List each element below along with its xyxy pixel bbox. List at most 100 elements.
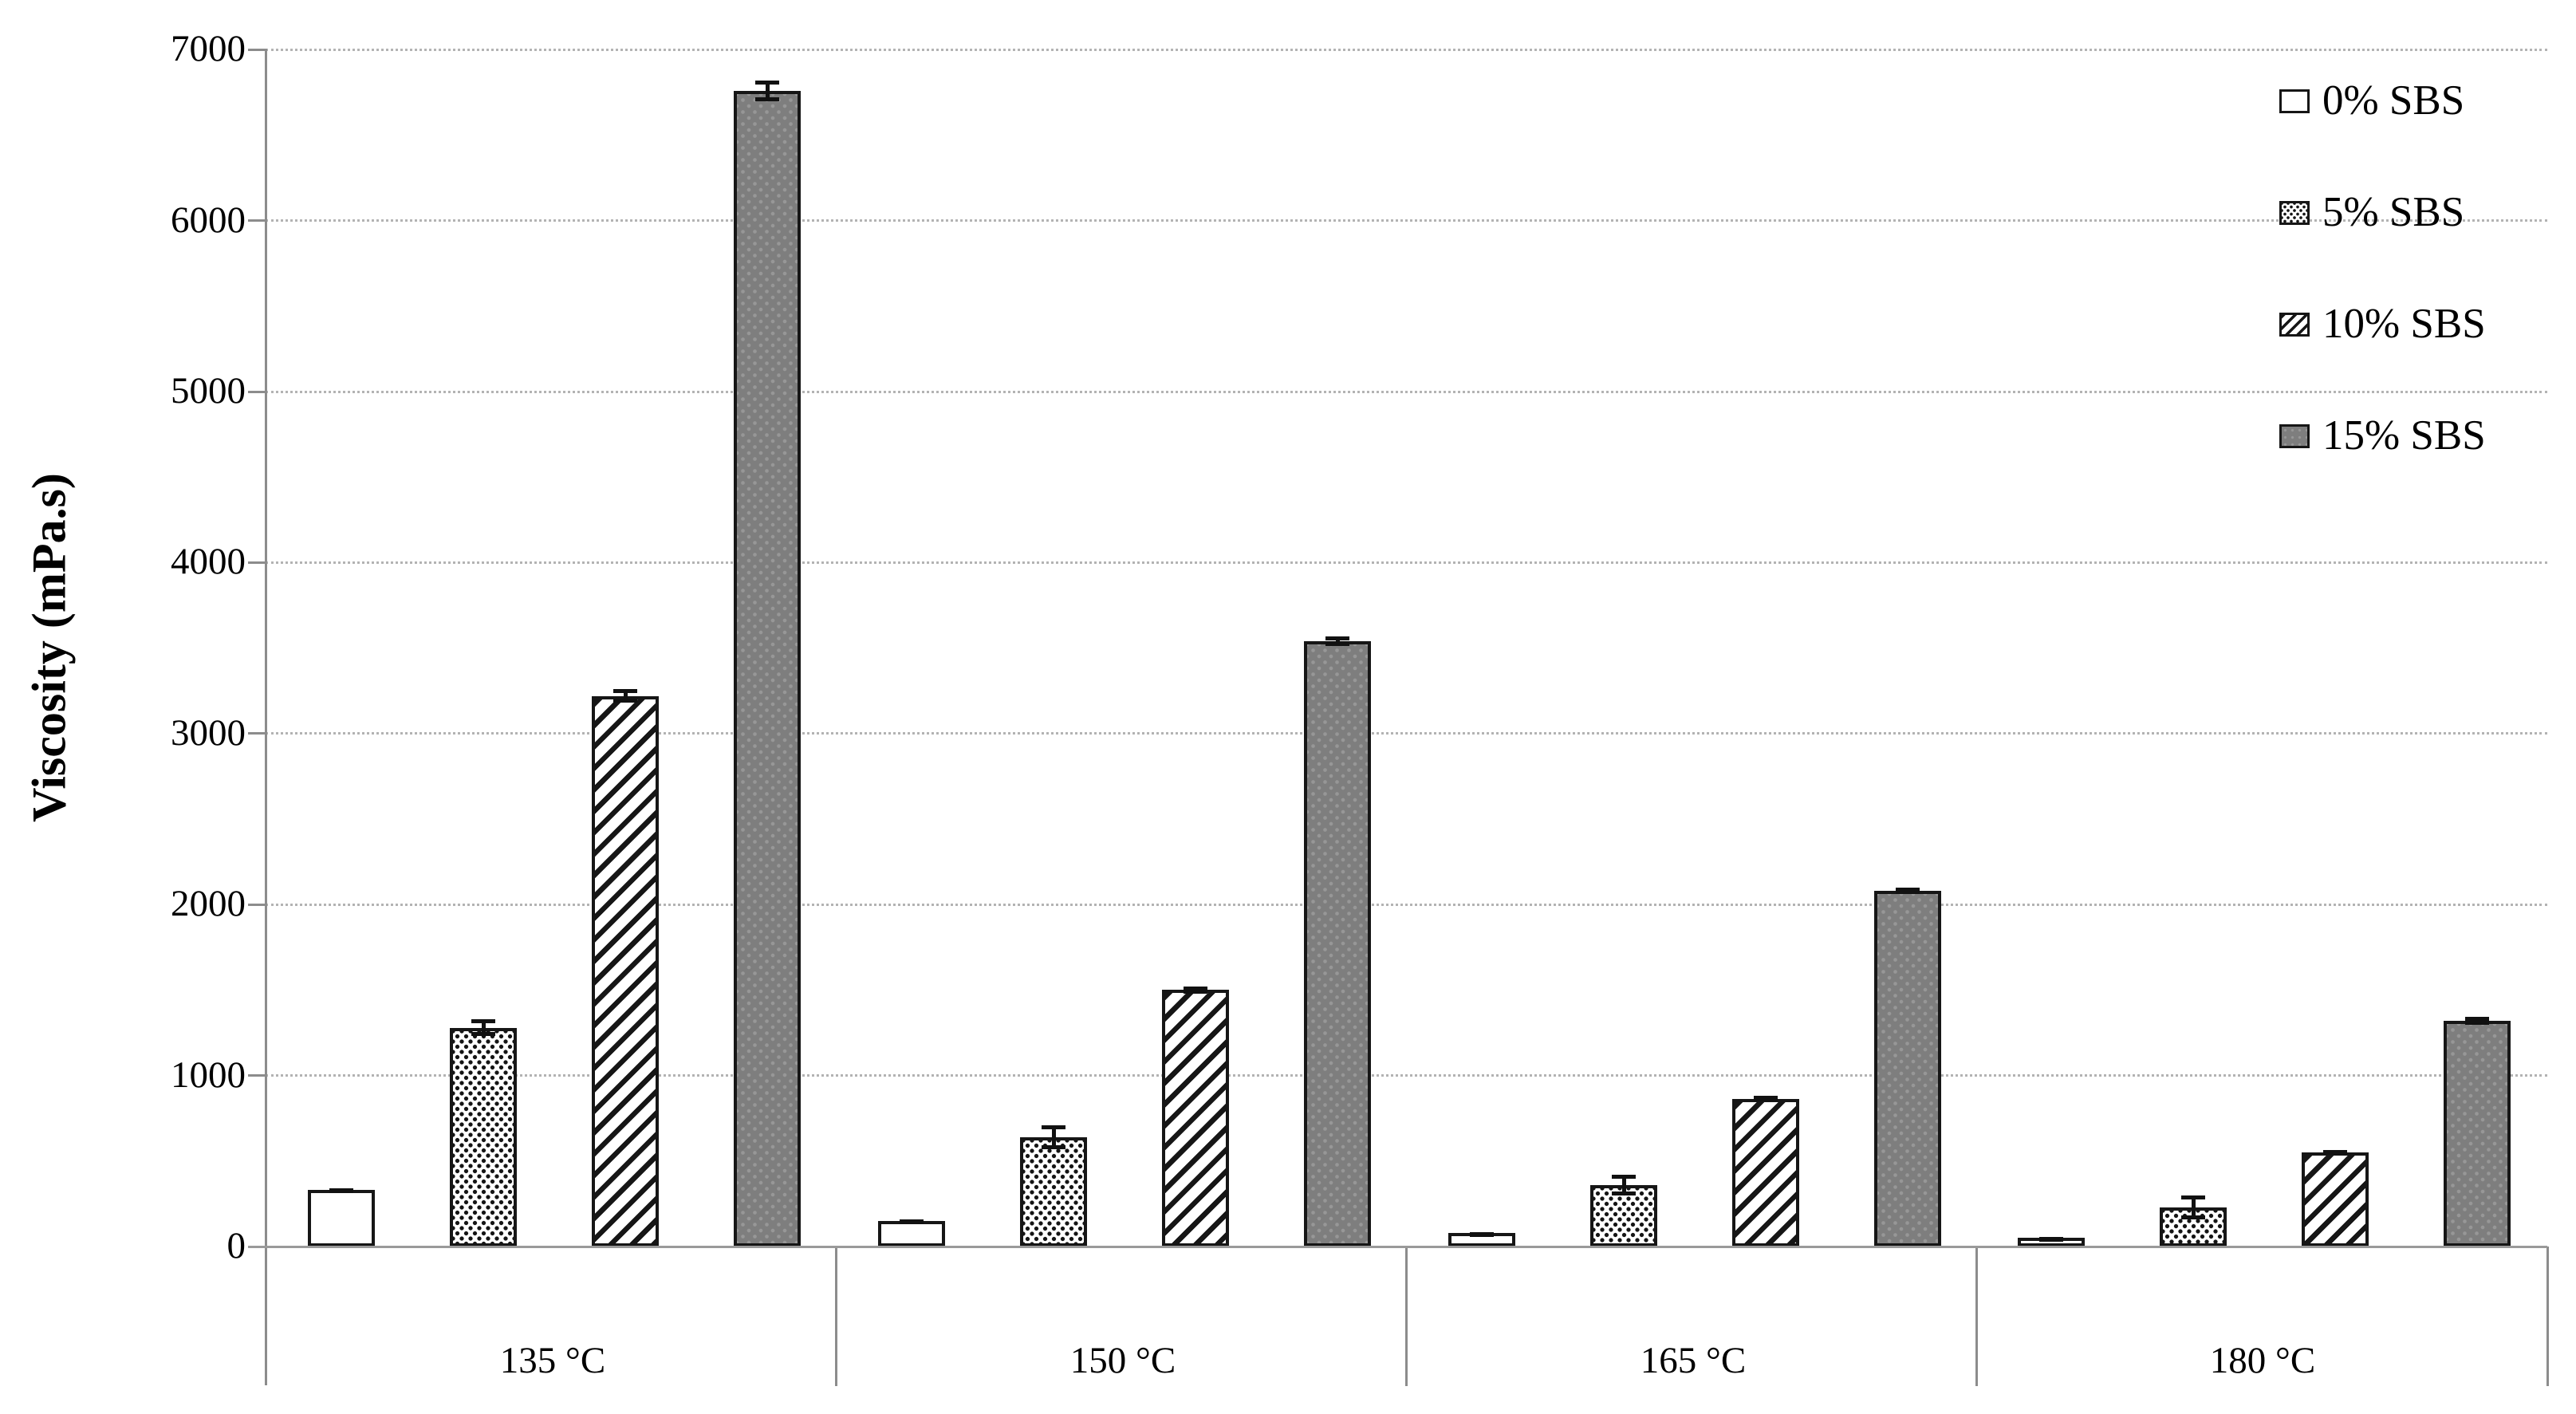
- error-bar-cap-bottom: [755, 96, 779, 101]
- error-bar-stem: [481, 1018, 486, 1037]
- error-bar-5SBS-150°C: [1042, 1125, 1065, 1149]
- y-tick-7000: [248, 48, 266, 51]
- error-bar-cap-bottom: [1612, 1191, 1636, 1195]
- error-bar-cap-top: [1896, 887, 1920, 892]
- error-bar-cap-top: [2181, 1195, 2205, 1199]
- y-tick-label-1000: 1000: [171, 1054, 246, 1096]
- gridline-4000: [266, 561, 2547, 564]
- error-bar-stem: [1621, 1174, 1626, 1195]
- error-bar-stem: [1335, 636, 1340, 647]
- error-bar-cap-top: [2465, 1016, 2489, 1021]
- y-tick-label-3000: 3000: [171, 711, 246, 754]
- error-bar-stem: [623, 689, 628, 703]
- x-category-label-2: 150 °C: [1069, 1340, 1176, 1381]
- y-axis-line: [264, 49, 267, 1385]
- error-bar-cap-bottom: [1184, 989, 1207, 994]
- y-tick-1000: [248, 1074, 266, 1077]
- error-bar-cap-bottom: [613, 699, 637, 703]
- error-bar-cap-top: [1184, 987, 1207, 991]
- error-bar-cap-bottom: [1896, 890, 1920, 895]
- y-tick-3000: [248, 732, 266, 735]
- error-bar-cap-bottom: [1042, 1144, 1065, 1149]
- error-bar-cap-bottom: [900, 1220, 924, 1225]
- error-bar-cap-bottom: [2181, 1215, 2205, 1219]
- x-category-label-4: 180 °C: [2209, 1340, 2316, 1381]
- legend-label: 15% SBS: [2322, 412, 2486, 459]
- error-bar-stem: [2191, 1195, 2196, 1219]
- error-bar-5SBS-165°C: [1612, 1174, 1636, 1195]
- bar-10SBS-180°C: [2302, 1152, 2369, 1247]
- gridline-5000: [266, 390, 2547, 393]
- legend-item-5SBS: 5% SBS: [2279, 191, 2464, 234]
- bar-10SBS-165°C: [1732, 1098, 1799, 1247]
- error-bar-0SBS-150°C: [900, 1219, 924, 1225]
- y-tick-label-4000: 4000: [171, 541, 246, 583]
- error-bar-cap-top: [613, 689, 637, 694]
- error-bar-10SBS-165°C: [1754, 1096, 1778, 1101]
- error-bar-cap-bottom: [2039, 1237, 2063, 1242]
- bar-5SBS-150°C: [1020, 1136, 1087, 1247]
- error-bar-5SBS-135°C: [471, 1018, 495, 1037]
- error-bar-10SBS-135°C: [613, 689, 637, 703]
- error-bar-0SBS-135°C: [329, 1188, 353, 1193]
- category-separator-4: [2546, 1247, 2549, 1386]
- legend-item-0SBS: 0% SBS: [2279, 80, 2464, 122]
- bar-10SBS-135°C: [592, 695, 659, 1247]
- x-category-label-3: 165 °C: [1640, 1340, 1747, 1381]
- category-separator-2: [1405, 1247, 1408, 1386]
- legend-label: 5% SBS: [2322, 189, 2465, 235]
- bar-0SBS-135°C: [308, 1190, 375, 1247]
- category-separator-1: [834, 1247, 837, 1386]
- x-axis-line: [248, 1245, 2547, 1248]
- y-tick-label-2000: 2000: [171, 883, 246, 925]
- bar-15SBS-150°C: [1304, 641, 1371, 1247]
- gridline-3000: [266, 732, 2547, 735]
- legend-item-15SBS: 15% SBS: [2279, 415, 2486, 457]
- error-bar-cap-top: [1325, 636, 1349, 640]
- bar-0SBS-150°C: [878, 1220, 945, 1247]
- error-bar-15SBS-135°C: [755, 80, 779, 101]
- y-tick-5000: [248, 390, 266, 393]
- error-bar-15SBS-180°C: [2465, 1016, 2489, 1026]
- y-tick-2000: [248, 903, 266, 906]
- y-axis-title: Viscosity (mPa.s): [22, 473, 76, 822]
- x-category-label-1: 135 °C: [499, 1340, 606, 1381]
- gridline-2000: [266, 903, 2547, 906]
- category-separator-3: [1975, 1247, 1979, 1386]
- error-bar-cap-top: [755, 80, 779, 85]
- error-bar-cap-bottom: [1470, 1232, 1494, 1237]
- bar-15SBS-165°C: [1874, 891, 1941, 1247]
- bar-15SBS-135°C: [734, 90, 801, 1247]
- error-bar-cap-top: [1042, 1125, 1065, 1129]
- legend-label: 0% SBS: [2322, 77, 2465, 124]
- gridline-1000: [266, 1074, 2547, 1077]
- legend-swatch-gray-icon: [2279, 423, 2310, 448]
- y-tick-4000: [248, 561, 266, 564]
- y-tick-6000: [248, 219, 266, 223]
- gridline-6000: [266, 219, 2547, 223]
- error-bar-5SBS-180°C: [2181, 1195, 2205, 1219]
- error-bar-cap-bottom: [329, 1188, 353, 1193]
- y-tick-label-6000: 6000: [171, 199, 246, 241]
- bar-5SBS-135°C: [450, 1027, 517, 1247]
- error-bar-stem: [2475, 1016, 2479, 1026]
- error-bar-cap-bottom: [1325, 642, 1349, 647]
- y-tick-label-5000: 5000: [171, 370, 246, 412]
- bar-5SBS-165°C: [1590, 1184, 1657, 1247]
- error-bar-cap-top: [471, 1018, 495, 1023]
- legend-item-10SBS: 10% SBS: [2279, 303, 2486, 345]
- legend-swatch-hatch-icon: [2279, 312, 2310, 337]
- legend-swatch-dots-icon: [2279, 200, 2310, 225]
- y-tick-label-7000: 7000: [171, 28, 246, 70]
- error-bar-0SBS-180°C: [2039, 1236, 2063, 1242]
- error-bar-stem: [1051, 1125, 1056, 1149]
- error-bar-15SBS-150°C: [1325, 636, 1349, 647]
- bar-15SBS-180°C: [2444, 1020, 2511, 1247]
- error-bar-cap-bottom: [2465, 1021, 2489, 1026]
- error-bar-stem: [765, 80, 770, 101]
- gridline-7000: [266, 48, 2547, 51]
- legend-label: 10% SBS: [2322, 301, 2486, 347]
- error-bar-cap-bottom: [471, 1032, 495, 1037]
- error-bar-15SBS-165°C: [1896, 887, 1920, 895]
